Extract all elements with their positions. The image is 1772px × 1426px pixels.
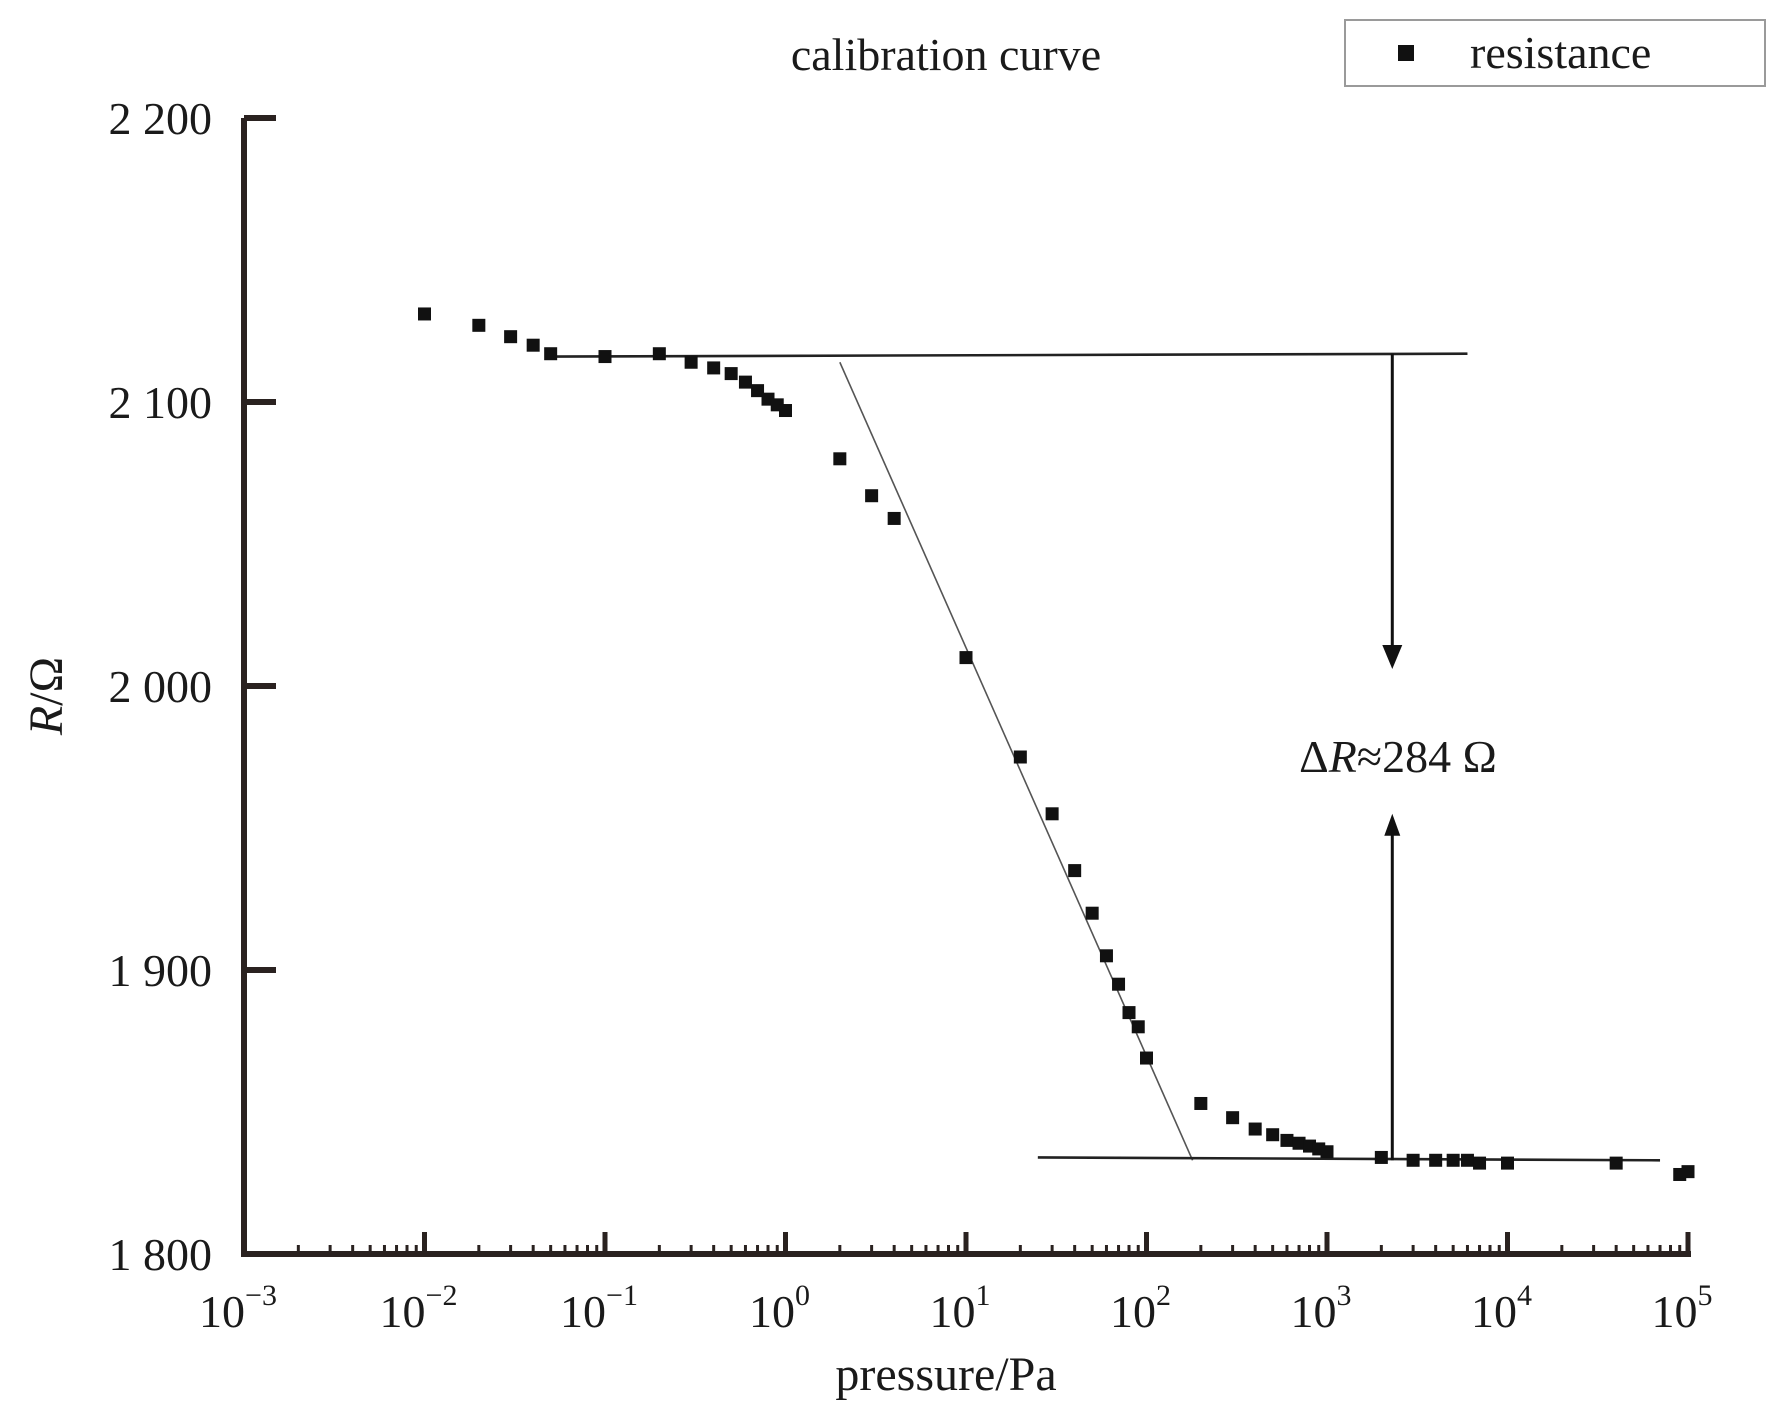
- legend: resistance: [1344, 19, 1766, 87]
- x-tick-label: 105: [1652, 1279, 1713, 1337]
- data-point: [1446, 1153, 1460, 1167]
- x-tick-label: 10−1: [560, 1279, 638, 1337]
- data-point: [544, 347, 558, 361]
- delta-symbol: Δ: [1299, 731, 1329, 782]
- data-point: [1013, 750, 1027, 764]
- data-point: [1429, 1153, 1443, 1167]
- data-point: [887, 511, 901, 525]
- data-point: [1374, 1150, 1388, 1164]
- data-point: [779, 404, 792, 418]
- data-point: [751, 384, 765, 398]
- legend-marker: [1398, 45, 1414, 61]
- x-tick-exponent: 0: [795, 1279, 810, 1312]
- data-point: [504, 330, 518, 344]
- data-point: [1226, 1111, 1240, 1125]
- y-tick-label: 1 800: [109, 1229, 213, 1280]
- x-tick-exponent: 2: [1156, 1279, 1171, 1312]
- chart-title-group: calibration curve: [791, 29, 1101, 80]
- data-point: [1068, 864, 1082, 878]
- x-tick-base: 10: [199, 1286, 245, 1337]
- x-tick-base: 10: [930, 1286, 976, 1337]
- delta-r-value: ≈284 Ω: [1357, 731, 1497, 782]
- fit-line-lower-plateau: [1037, 1156, 1661, 1162]
- y-tick-label: 1 900: [109, 945, 213, 996]
- data-point: [1609, 1156, 1623, 1170]
- data-point: [1406, 1153, 1420, 1167]
- data-point: [472, 318, 486, 332]
- x-ticks: 10−3 10−2 10−1 100 101 102 103 104 105: [199, 1232, 1713, 1337]
- x-tick-exponent: −2: [426, 1279, 458, 1312]
- delta-r-label: ΔR≈284 Ω: [1299, 731, 1497, 782]
- data-point: [1473, 1156, 1487, 1170]
- y-ticks: 1 800 1 900 2 000 2 100 2 200: [109, 93, 276, 1280]
- y-tick-label: 2 200: [109, 93, 213, 144]
- legend-box: [1344, 19, 1766, 87]
- x-tick-label: 100: [749, 1279, 810, 1337]
- x-tick-label: 101: [930, 1279, 991, 1337]
- x-tick-exponent: 1: [976, 1279, 991, 1312]
- y-axis-label-symbol: R: [20, 706, 73, 736]
- data-point: [1681, 1165, 1695, 1179]
- data-point: [865, 489, 879, 503]
- x-tick-base: 10: [749, 1286, 795, 1337]
- data-point: [707, 361, 721, 375]
- data-points: [418, 307, 1695, 1181]
- data-point: [1140, 1051, 1153, 1065]
- x-tick-label: 10−3: [199, 1279, 277, 1337]
- data-point: [1280, 1133, 1294, 1147]
- data-point: [652, 347, 666, 361]
- data-point: [1501, 1156, 1514, 1170]
- delta-arrow-up-head: [1384, 813, 1401, 836]
- fit-line-upper-plateau: [550, 352, 1468, 358]
- data-point: [684, 355, 698, 369]
- data-point: [959, 651, 973, 665]
- delta-r-symbol: R: [1328, 731, 1357, 782]
- chart-title: calibration curve: [791, 29, 1101, 80]
- data-point: [526, 338, 540, 352]
- x-axis-label: pressure/Pa: [835, 1348, 1056, 1401]
- x-tick-base: 10: [380, 1286, 426, 1337]
- x-tick-base: 10: [1652, 1286, 1698, 1337]
- y-axis-label: R/Ω: [20, 657, 73, 736]
- data-point: [1248, 1122, 1262, 1136]
- data-point: [1122, 1006, 1136, 1020]
- x-tick-exponent: 4: [1517, 1279, 1532, 1312]
- data-point: [1292, 1136, 1306, 1150]
- delta-arrow-down-head: [1382, 644, 1403, 669]
- data-point: [724, 367, 738, 381]
- data-point: [1085, 906, 1099, 920]
- x-tick-exponent: 5: [1698, 1279, 1713, 1312]
- data-point: [1320, 1145, 1334, 1159]
- data-point: [1131, 1020, 1145, 1034]
- data-point: [1045, 807, 1059, 821]
- data-point: [1266, 1128, 1280, 1142]
- axes: [241, 118, 1691, 1257]
- x-tick-label: 10−2: [380, 1279, 458, 1337]
- x-tick-label: 102: [1110, 1279, 1171, 1337]
- data-point: [598, 350, 612, 364]
- delta-annotation: ΔR≈284 Ω: [1299, 353, 1497, 1161]
- legend-label-resistance: resistance: [1470, 27, 1651, 78]
- data-point: [1194, 1096, 1208, 1110]
- data-point: [833, 452, 847, 466]
- x-tick-label: 104: [1471, 1279, 1532, 1337]
- x-tick-base: 10: [1291, 1286, 1337, 1337]
- x-tick-base: 10: [560, 1286, 606, 1337]
- data-point: [1099, 949, 1113, 963]
- x-tick-exponent: −3: [245, 1279, 277, 1312]
- y-tick-label: 2 000: [109, 661, 213, 712]
- y-tick-label: 2 100: [109, 377, 213, 428]
- x-tick-exponent: −1: [606, 1279, 638, 1312]
- data-point: [418, 307, 431, 321]
- y-axis-label-unit: /Ω: [20, 657, 73, 706]
- x-tick-label: 103: [1291, 1279, 1352, 1337]
- data-point: [738, 375, 752, 389]
- data-point: [1460, 1153, 1474, 1167]
- data-point: [1112, 977, 1126, 991]
- x-tick-base: 10: [1471, 1286, 1517, 1337]
- x-tick-exponent: 3: [1337, 1279, 1352, 1312]
- x-tick-base: 10: [1110, 1286, 1156, 1337]
